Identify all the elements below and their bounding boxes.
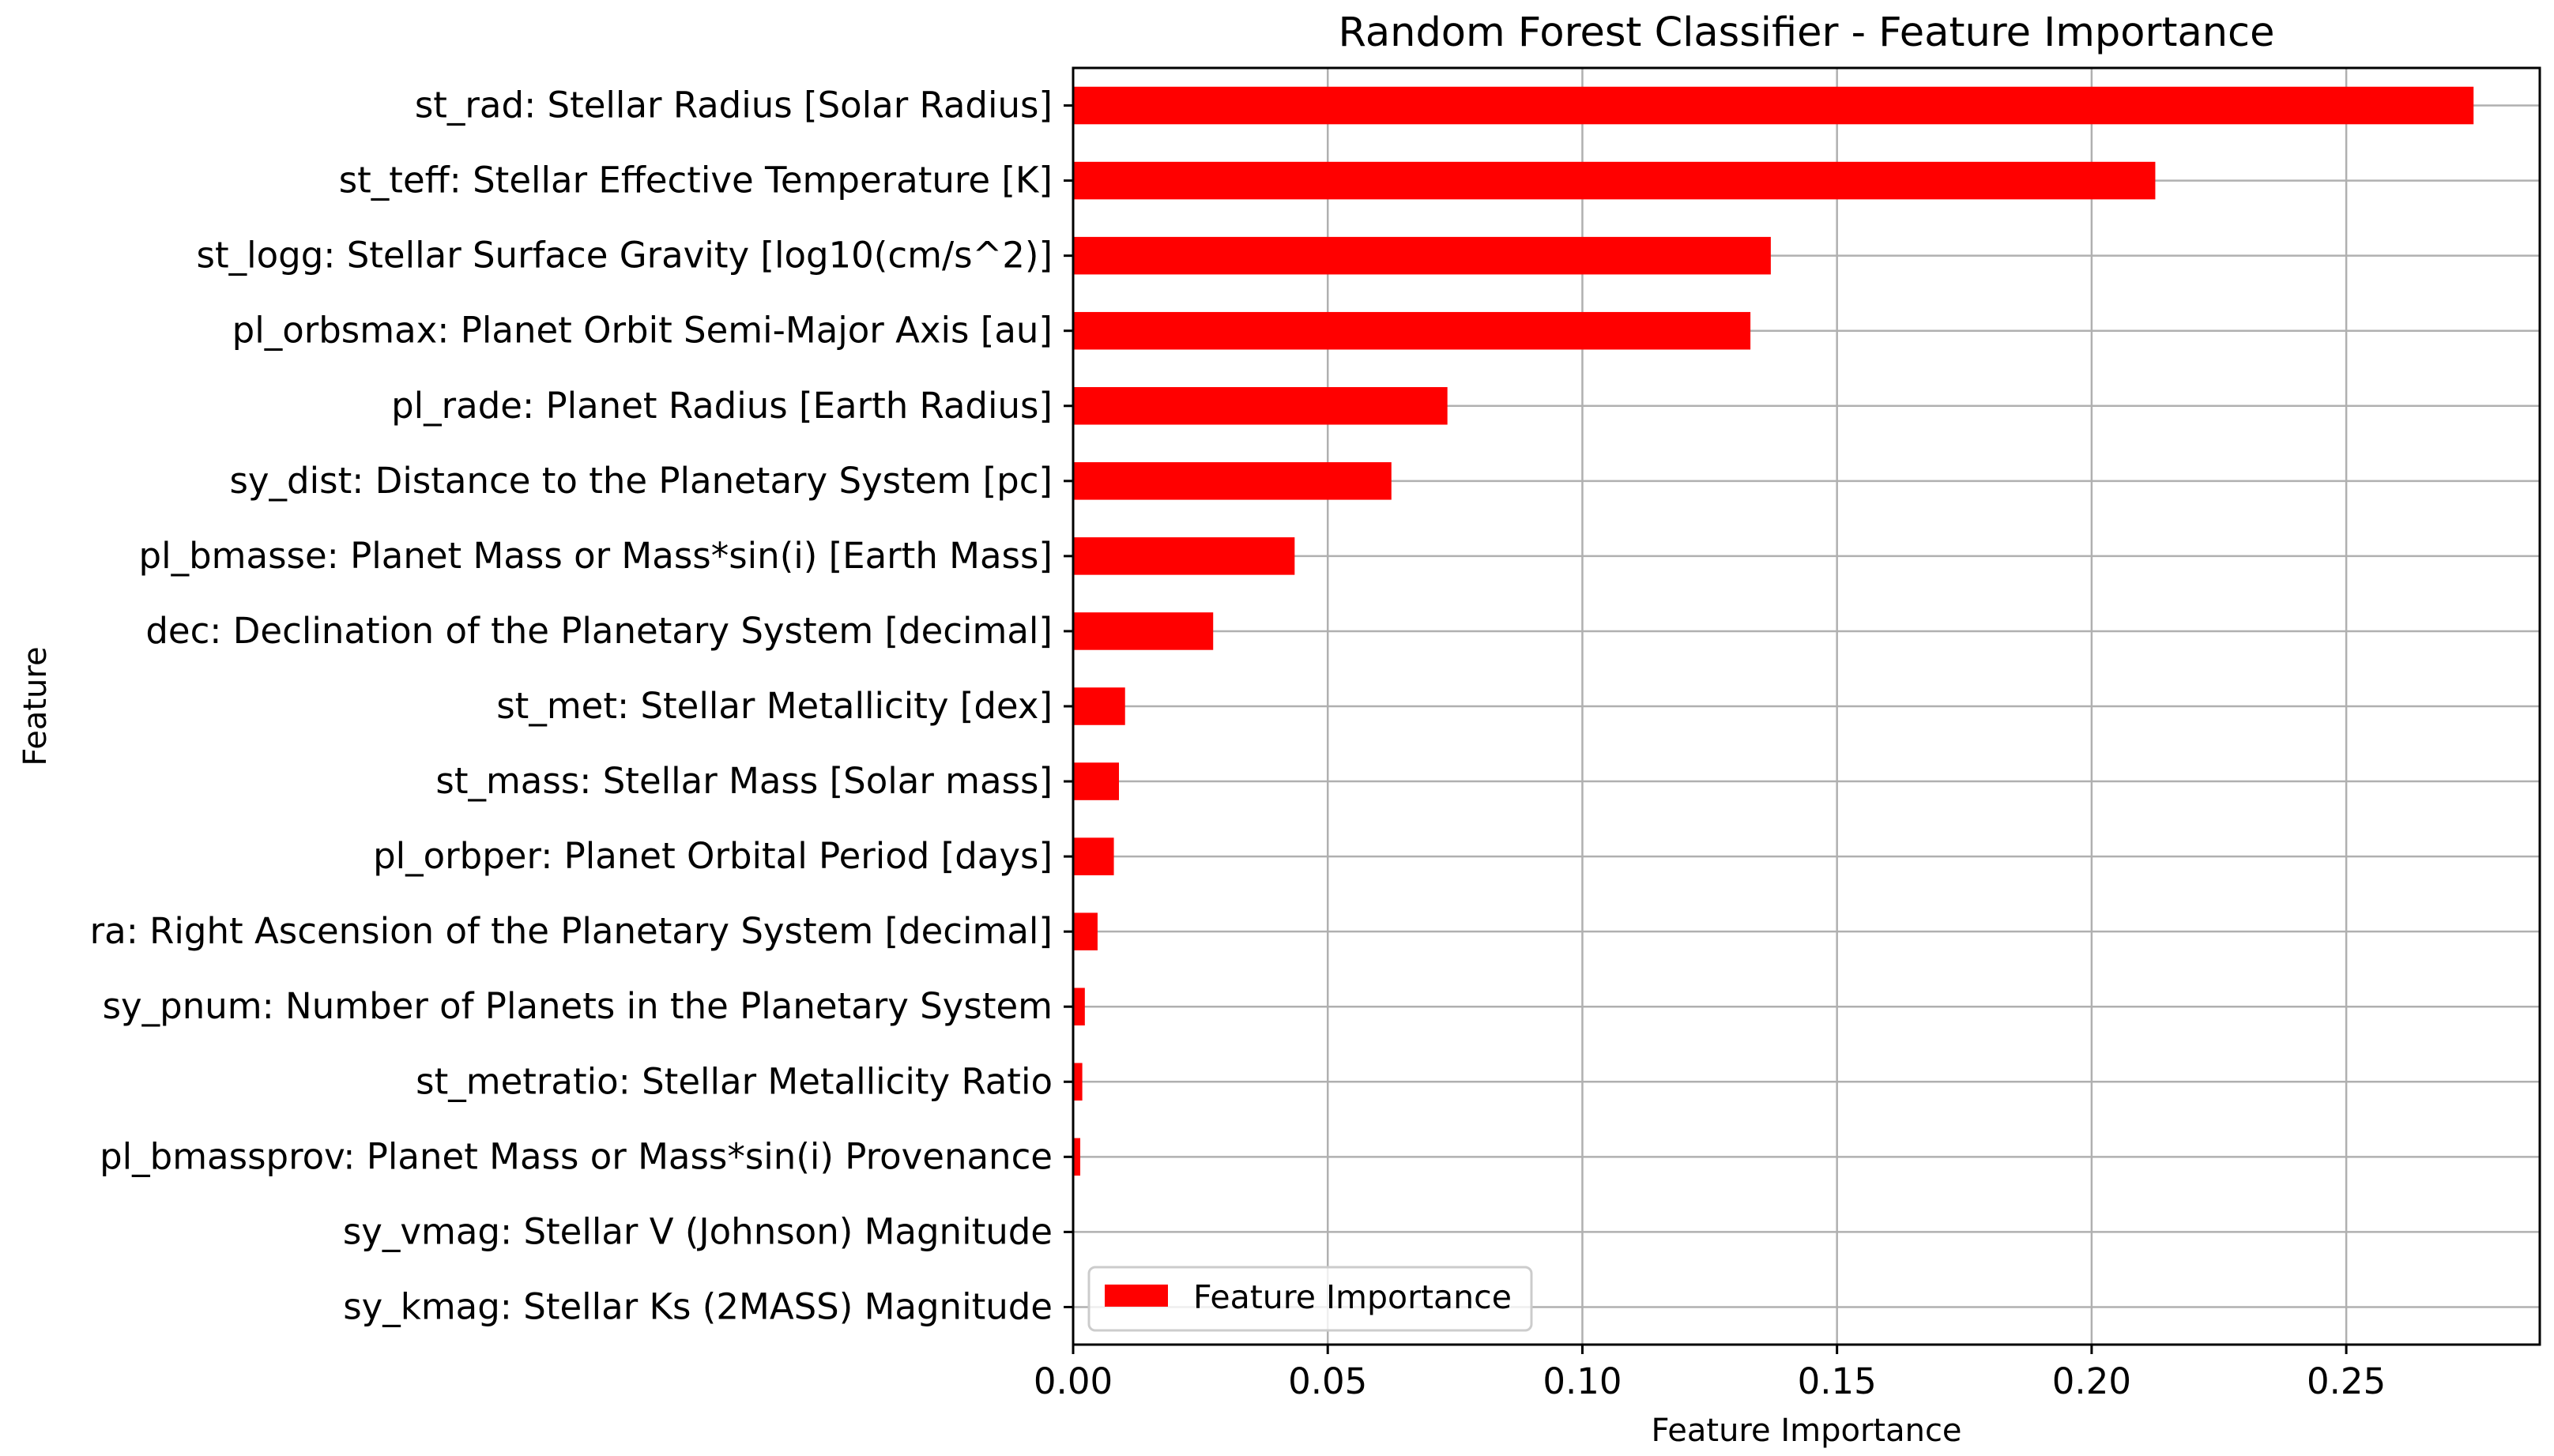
legend-box [1087, 1266, 1533, 1332]
y-tick-label: pl_bmassprov: Planet Mass or Mass*sin(i)… [100, 1135, 1053, 1177]
y-tick-label: st_metratio: Stellar Metallicity Ratio [416, 1060, 1053, 1102]
y-tick-label: sy_vmag: Stellar V (Johnson) Magnitude [343, 1210, 1053, 1252]
bar [1073, 837, 1114, 875]
bar [1073, 387, 1448, 425]
y-tick-labels: st_rad: Stellar Radius [Solar Radius] st_… [90, 85, 1053, 1328]
bar [1073, 86, 2474, 125]
y-tick-label: st_rad: Stellar Radius [Solar Radius] [415, 85, 1053, 126]
y-axis-label: Feature [17, 646, 54, 766]
bar [1073, 762, 1119, 800]
x-axis-label: Feature Importance [1651, 1413, 1961, 1449]
x-tick-label: 0.15 [1798, 1360, 1877, 1402]
bar [1073, 988, 1085, 1025]
bar [1073, 236, 1771, 275]
chart-title: Random Forest Classifier - Feature Impor… [1339, 9, 2275, 56]
bar [1073, 537, 1295, 575]
legend: Feature Importance [1087, 1266, 1533, 1332]
x-tick-label: 0.00 [1034, 1360, 1113, 1402]
legend-label: Feature Importance [1193, 1278, 1512, 1316]
bar [1073, 687, 1125, 725]
legend-swatch [1105, 1285, 1168, 1307]
bar [1073, 1138, 1081, 1176]
y-tick-label: st_met: Stellar Metallicity [dex] [496, 685, 1053, 727]
y-tick-label: pl_orbsmax: Planet Orbit Semi-Major Axis… [232, 310, 1053, 352]
bar [1073, 1063, 1083, 1101]
bar [1073, 462, 1392, 500]
x-tick-label: 0.05 [1288, 1360, 1367, 1402]
bar [1073, 311, 1751, 350]
y-tick-label: sy_dist: Distance to the Planetary Syste… [229, 460, 1053, 502]
x-tick-labels: 0.00 0.05 0.10 0.15 0.20 0.25 [1034, 1360, 2386, 1402]
y-tick-label: pl_rade: Planet Radius [Earth Radius] [391, 385, 1053, 427]
axis-ticks [1064, 104, 2348, 1354]
bars [1073, 86, 2474, 1176]
y-tick-label: st_logg: Stellar Surface Gravity [log10(… [197, 235, 1053, 277]
bar [1073, 612, 1214, 650]
y-tick-label: st_teff: Stellar Effective Temperature [… [339, 160, 1053, 201]
y-tick-label: dec: Declination of the Planetary System… [145, 610, 1053, 652]
y-tick-label: st_mass: Stellar Mass [Solar mass] [435, 760, 1053, 802]
x-tick-label: 0.10 [1543, 1360, 1622, 1402]
x-tick-label: 0.20 [2052, 1360, 2131, 1402]
y-tick-label: ra: Right Ascension of the Planetary Sys… [90, 910, 1053, 952]
bar [1073, 912, 1098, 950]
y-tick-label: sy_pnum: Number of Planets in the Planet… [103, 985, 1053, 1027]
x-tick-label: 0.25 [2307, 1360, 2386, 1402]
bar [1073, 161, 2156, 200]
y-tick-label: pl_bmasse: Planet Mass or Mass*sin(i) [E… [139, 535, 1053, 577]
y-tick-label: sy_kmag: Stellar Ks (2MASS) Magnitude [343, 1285, 1053, 1327]
y-tick-label: pl_orbper: Planet Orbital Period [days] [373, 835, 1053, 877]
